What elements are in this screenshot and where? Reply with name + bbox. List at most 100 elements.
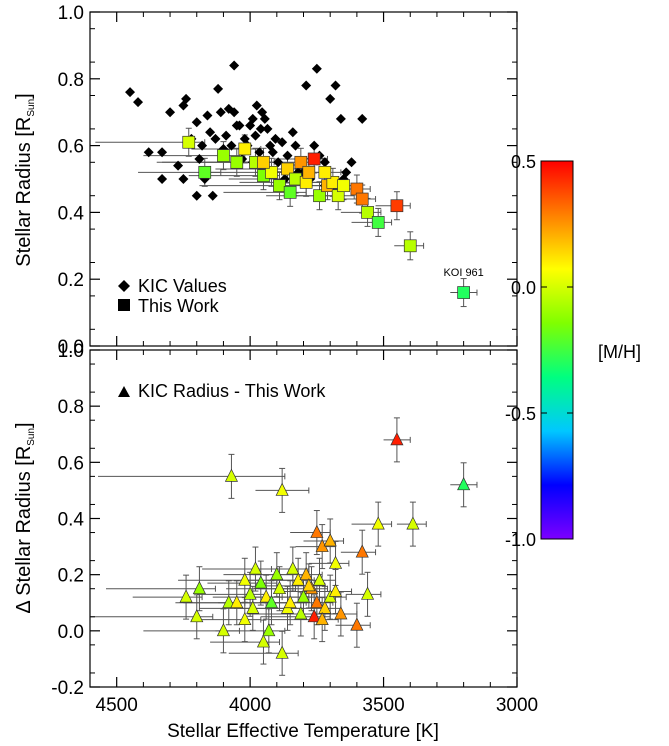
delta-triangle-point	[328, 555, 343, 569]
kic-diamond-point	[229, 107, 240, 118]
kic-diamond-point	[215, 107, 226, 118]
delta-triangle-point	[318, 600, 332, 614]
delta-triangle-point	[294, 606, 308, 620]
delta-triangle-point	[264, 594, 279, 609]
bottom-triangles	[179, 432, 471, 659]
kic-diamond-point	[181, 93, 192, 104]
top-legend: KIC Values This Work	[118, 276, 227, 316]
kic-diamond-point	[173, 160, 184, 171]
x-axis-label: Stellar Effective Temperature [K]	[167, 721, 439, 742]
thiswork-square-point	[182, 135, 196, 149]
bottom-y-tick-label: 0.0	[58, 622, 84, 643]
colorbar: 0.5 0.0 -0.5 -1.0 [M/H]	[505, 152, 641, 550]
delta-triangle-point	[270, 566, 284, 581]
bottom-y-tick-label: 0.2	[58, 566, 84, 587]
delta-triangle-point	[457, 477, 471, 491]
kic-diamond-point	[254, 147, 265, 158]
delta-triangle-point	[323, 533, 337, 547]
top-y-tick-label: 0.0	[58, 337, 84, 358]
delta-triangle-point	[310, 594, 324, 609]
delta-triangle-point	[254, 575, 268, 589]
thiswork-square-point	[307, 152, 321, 166]
delta-triangle-point	[275, 482, 289, 496]
delta-triangle-point	[262, 623, 276, 637]
kic-diamond-point	[197, 140, 208, 151]
kic-diamond-point	[247, 113, 258, 124]
bottom-errorbars	[90, 417, 478, 676]
kic-diamond-point	[229, 60, 240, 71]
delta-triangle-point	[334, 606, 348, 620]
delta-triangle-point	[243, 586, 257, 600]
top-y-tick-label: 1.0	[58, 3, 84, 24]
kic-diamond-point	[301, 80, 312, 91]
legend-this-work: This Work	[138, 296, 220, 316]
bottom-y-axis: -0.2 0.0 0.2 0.4 0.6 0.8 1.0	[51, 341, 517, 699]
kic-diamond-point	[325, 93, 336, 104]
delta-triangle-point	[275, 645, 289, 659]
colorbar-label: [M/H]	[598, 342, 641, 362]
bottom-y-tick-label: -0.2	[51, 678, 84, 699]
delta-triangle-point	[238, 572, 252, 586]
kic-diamond-point	[221, 130, 232, 141]
delta-triangle-point	[315, 611, 329, 625]
kic-diamond-point	[191, 117, 202, 128]
thiswork-square-point	[217, 149, 230, 162]
delta-triangle-point	[355, 544, 369, 558]
colorbar-bar	[540, 160, 574, 540]
kic-diamond-point	[255, 123, 266, 134]
delta-triangle-point	[192, 580, 206, 595]
kic-diamond-point	[330, 80, 341, 91]
top-y-axis: 0.0 0.2 0.4 0.6 0.8 1.0	[58, 3, 517, 358]
thiswork-square-point	[337, 179, 350, 193]
bottom-legend: KIC Radius - This Work	[118, 381, 326, 401]
kic-diamond-point	[309, 140, 320, 151]
delta-triangle-point	[390, 432, 404, 446]
colorbar-tick-label: -1.0	[505, 530, 536, 550]
delta-triangle-point	[248, 561, 263, 575]
kic-diamond-point	[234, 120, 245, 131]
thiswork-square-point	[294, 155, 308, 169]
kic-diamond-point	[251, 100, 262, 111]
delta-triangle-point	[302, 578, 316, 592]
kic-diamond-point	[226, 140, 237, 151]
thiswork-square-point	[281, 162, 294, 176]
kic-diamond-point	[273, 157, 284, 168]
kic-diamond-point	[319, 157, 330, 168]
thiswork-square-point	[371, 216, 385, 229]
thiswork-square-point	[265, 165, 278, 179]
delta-triangle-point	[296, 589, 311, 603]
thiswork-square-point	[273, 179, 286, 193]
delta-triangle-point	[230, 594, 244, 609]
thiswork-square-point	[230, 155, 244, 169]
kic-diamond-point	[157, 147, 168, 158]
delta-triangle-point	[307, 609, 321, 623]
delta-triangle-point	[216, 623, 231, 637]
top-y-tick-label: 0.4	[58, 203, 85, 224]
delta-triangle-point	[310, 524, 324, 538]
delta-triangle-point	[406, 516, 420, 530]
kic-diamond-point	[213, 83, 224, 94]
kic-diamond-point	[207, 190, 218, 201]
delta-triangle-point	[283, 594, 297, 609]
top-y-axis-label: Stellar Radius [RSun]	[13, 93, 37, 266]
x-tick-label: 4000	[229, 695, 271, 716]
thiswork-square-point	[257, 155, 270, 169]
bottom-y-axis-label: Δ Stellar Radius [RSun]	[13, 422, 37, 613]
kic-diamond-point	[202, 110, 213, 121]
kic-diamond-point	[250, 130, 261, 141]
colorbar-tick-label: -0.5	[505, 404, 536, 424]
bottom-y-tick-label: 1.0	[58, 341, 84, 362]
delta-triangle-point	[238, 611, 252, 625]
kic-diamond-point	[262, 123, 273, 134]
delta-triangle-point	[286, 561, 300, 575]
bottom-panel: -0.20.00.20.40.60.81.0 4500 4000 3500 3000 …	[13, 341, 538, 742]
delta-triangle-point	[350, 617, 364, 631]
kic-diamond-point	[194, 153, 205, 164]
thiswork-square-point	[318, 165, 332, 179]
kic-diamond-point	[133, 97, 144, 108]
kic-diamond-point	[287, 127, 298, 138]
colorbar-tick-label: 0.5	[511, 152, 536, 172]
delta-triangle-point	[179, 589, 193, 603]
top-kic-diamonds	[125, 60, 368, 201]
